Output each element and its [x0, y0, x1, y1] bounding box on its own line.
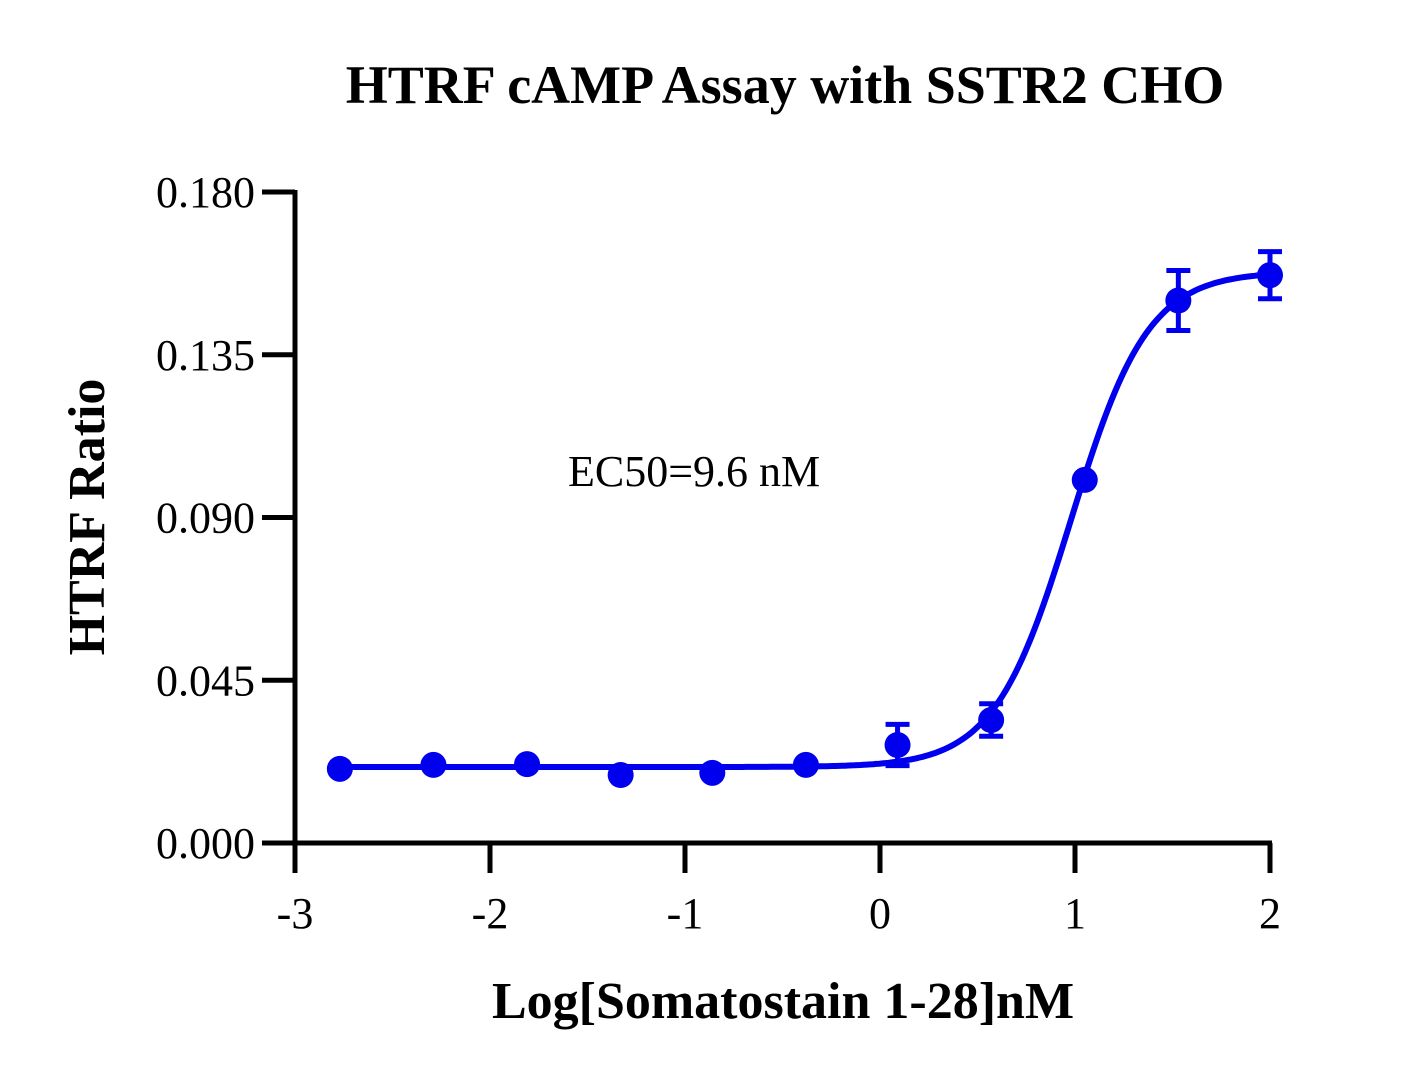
x-tick-label: -2 — [472, 889, 509, 938]
fit-curve — [339, 271, 1271, 770]
data-point — [420, 751, 447, 778]
y-tick-label: 0.135 — [156, 331, 255, 380]
x-tick-label: 2 — [1259, 889, 1281, 938]
data-point — [1257, 262, 1283, 289]
x-axis-label: Log[Somatostain 1-28]nM — [492, 973, 1074, 1030]
x-tick-label: -3 — [277, 889, 314, 938]
data-point — [1165, 287, 1192, 314]
y-tick-label: 0.045 — [156, 656, 255, 705]
y-axis-label: HTRF Ratio — [59, 379, 116, 656]
data-point — [978, 707, 1005, 734]
x-tick-label: 0 — [869, 889, 891, 938]
y-tick-label: 0.180 — [156, 168, 255, 217]
ec50-annotation: EC50=9.6 nM — [568, 447, 820, 496]
x-tick-label: -1 — [667, 889, 704, 938]
data-point — [1071, 466, 1098, 493]
chart-title: HTRF cAMP Assay with SSTR2 CHO — [346, 55, 1225, 115]
data-point — [792, 751, 819, 778]
data-point — [514, 751, 541, 778]
data-point — [699, 759, 726, 786]
data-point — [884, 731, 911, 758]
data-point — [607, 762, 634, 789]
data-point — [326, 755, 353, 782]
y-tick-label: 0.000 — [156, 819, 255, 868]
y-tick-label: 0.090 — [156, 494, 255, 543]
x-tick-label: 1 — [1064, 889, 1086, 938]
